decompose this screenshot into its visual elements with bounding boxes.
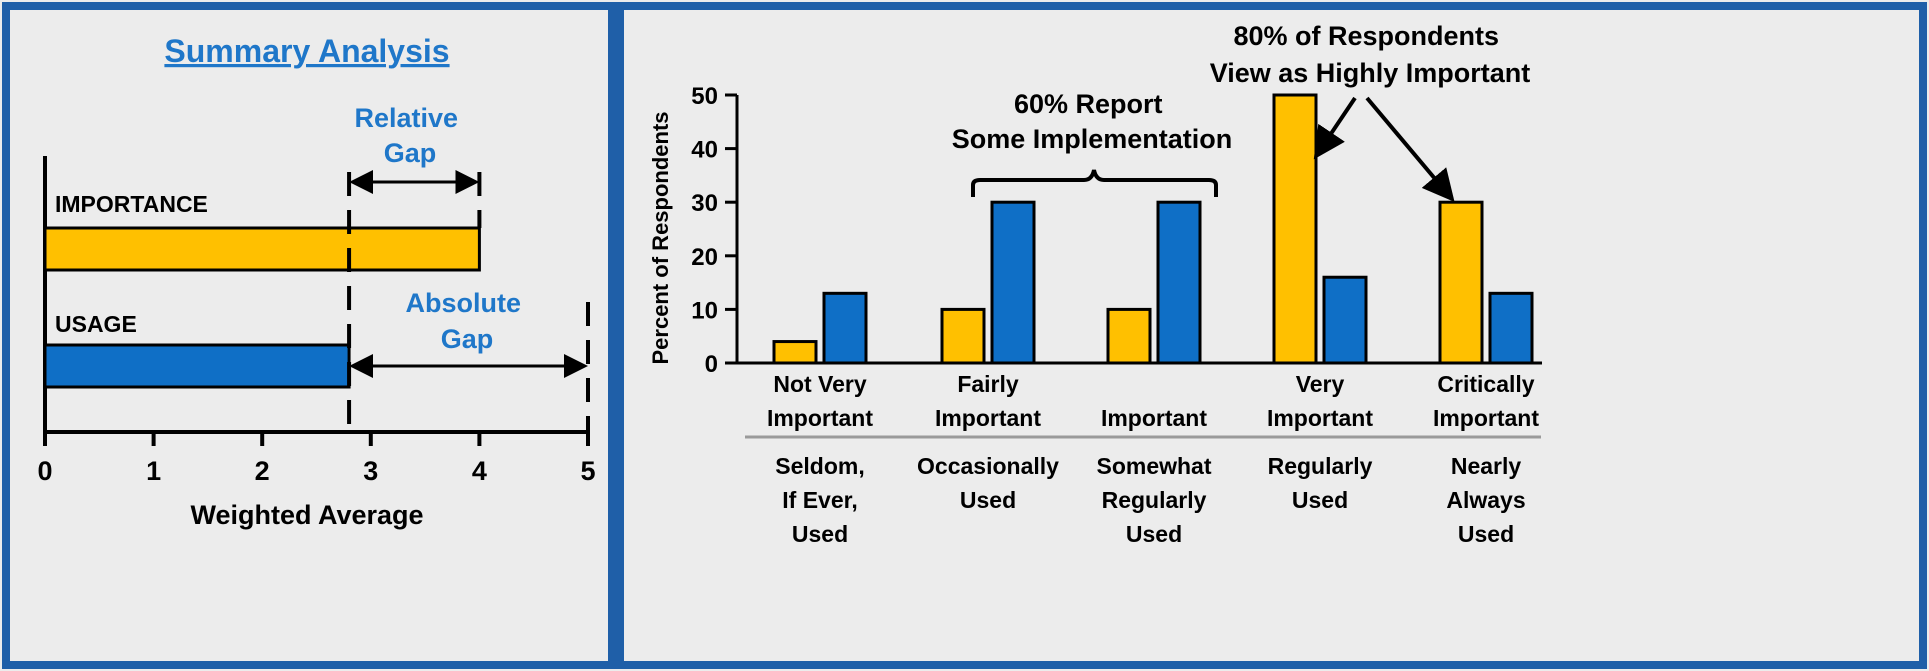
importance-bar-2: [940, 307, 986, 365]
left-x-tick-label: 0: [37, 456, 52, 486]
usage-category-label: Nearly Always Used: [1446, 453, 1525, 547]
importance-category-label: Not Very Important: [767, 371, 873, 431]
usage-category-label: Occasionally Used: [917, 453, 1059, 513]
implementation-annotation: 60% Report Some Implementation: [952, 89, 1233, 154]
implementation-brace: [971, 169, 1218, 197]
left-x-tick-label: 1: [146, 456, 161, 486]
importance-category-label: Important: [1101, 405, 1207, 431]
right-y-tick-label: 40: [691, 137, 718, 164]
relative-gap-line-1: Relative: [354, 103, 458, 133]
importance-bar-5: [1438, 200, 1484, 365]
relative-gap-line-2: Gap: [384, 138, 437, 168]
arrow-to-critically-important: [1365, 96, 1455, 203]
implementation-line-1: 60% Report: [1014, 89, 1163, 119]
importance-bar-4: [1272, 93, 1318, 365]
highly-important-line-2: View as Highly Important: [1210, 58, 1531, 88]
right-bars: [772, 93, 1534, 365]
usage-category-label: Seldom, If Ever, Used: [775, 453, 864, 547]
importance-category-label: Fairly Important: [935, 371, 1041, 431]
usage-category-label-line: Always: [1446, 487, 1525, 513]
importance-category-labels: Not Very Important Fairly Important Importan…: [767, 371, 1539, 431]
usage-category-label-line: Occasionally: [917, 453, 1059, 479]
distribution-panel: Percent of Respondents 0 10 20 30 40 50 Not V…: [616, 2, 1927, 669]
usage-category-label: Regularly Used: [1268, 453, 1373, 513]
importance-category-label-line: Important: [935, 405, 1041, 431]
summary-analysis-panel: Summary Analysis 0 1 2 3 4 5 IMPORTANCE USAGE…: [2, 2, 616, 669]
right-y-ticks: 0 10 20 30 40 50: [691, 83, 737, 378]
usage-label: USAGE: [55, 311, 137, 337]
summary-analysis-title: Summary Analysis: [164, 33, 449, 69]
usage-bar-3: [1156, 200, 1202, 365]
usage-category-label-line: Regularly: [1102, 487, 1207, 513]
usage-bar: [43, 343, 351, 389]
usage-category-label: Somewhat Regularly Used: [1096, 453, 1211, 547]
left-x-axis-label: Weighted Average: [190, 500, 423, 530]
arrow-to-very-important: [1313, 96, 1357, 160]
usage-category-label-line: Somewhat: [1096, 453, 1211, 479]
relative-gap-label: Relative Gap: [354, 103, 465, 168]
usage-bar-2: [990, 200, 1036, 365]
highly-important-annotation: 80% of Respondents View as Highly Import…: [1210, 21, 1531, 88]
absolute-gap-line-2: Gap: [441, 324, 494, 354]
right-y-tick-label: 50: [691, 83, 718, 110]
importance-bar-3: [1106, 307, 1152, 365]
absolute-gap-label: Absolute Gap: [405, 288, 528, 354]
importance-bar: [43, 226, 481, 272]
left-x-tick-label: 4: [472, 456, 487, 486]
usage-category-label-line: Seldom,: [775, 453, 864, 479]
importance-category-label-line: Very: [1296, 371, 1345, 397]
right-y-axis-label: Percent of Respondents: [648, 111, 673, 364]
importance-category-label-line: Important: [1101, 405, 1207, 431]
importance-category-label-line: Important: [767, 405, 873, 431]
importance-category-label-line: Important: [1267, 405, 1373, 431]
usage-category-label-line: Used: [1458, 521, 1514, 547]
left-x-tick-label: 2: [255, 456, 270, 486]
left-panel-border: [2, 2, 616, 669]
importance-bar-1: [772, 340, 818, 365]
usage-category-label-line: Nearly: [1451, 453, 1522, 479]
usage-category-label-line: Regularly: [1268, 453, 1373, 479]
right-y-tick-label: 30: [691, 190, 718, 217]
importance-category-label-line: Important: [1433, 405, 1539, 431]
right-y-tick-label: 20: [691, 244, 718, 271]
importance-label: IMPORTANCE: [55, 191, 208, 217]
usage-category-label-line: Used: [1126, 521, 1182, 547]
absolute-gap-line-1: Absolute: [405, 288, 521, 318]
highly-important-line-1: 80% of Respondents: [1233, 21, 1499, 51]
importance-category-label: Very Important: [1267, 371, 1373, 431]
left-x-tick-label: 3: [363, 456, 378, 486]
importance-category-label-line: Not Very: [773, 371, 867, 397]
left-x-tick-label: 5: [580, 456, 595, 486]
right-y-tick-label: 0: [705, 351, 718, 378]
usage-bar-4: [1322, 275, 1368, 365]
usage-bar-1: [822, 291, 868, 365]
usage-category-label-line: Used: [1292, 487, 1348, 513]
importance-category-label: Critically Important: [1433, 371, 1539, 431]
right-y-tick-label: 10: [691, 297, 718, 324]
usage-bar-5: [1488, 291, 1534, 365]
importance-category-label-line: Fairly: [957, 371, 1019, 397]
importance-category-label-line: Critically: [1437, 371, 1534, 397]
left-x-ticks: 0 1 2 3 4 5: [37, 432, 596, 486]
right-panel-border: [616, 2, 1927, 669]
usage-category-label-line: Used: [960, 487, 1016, 513]
implementation-line-2: Some Implementation: [952, 124, 1233, 154]
usage-category-label-line: Used: [792, 521, 848, 547]
usage-category-label-line: If Ever,: [782, 487, 857, 513]
